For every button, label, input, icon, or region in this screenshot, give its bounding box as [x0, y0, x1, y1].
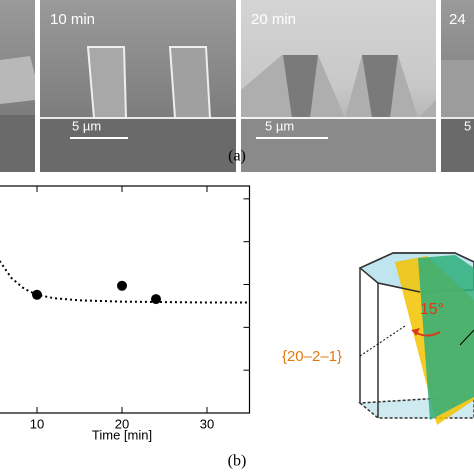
x-tick-label: 30 — [200, 416, 214, 431]
data-point — [32, 289, 42, 300]
x-axis-label: Time [min] — [92, 427, 152, 442]
crystal-diagram — [358, 252, 474, 425]
data-point — [151, 294, 161, 305]
panel-time: 10 min — [50, 11, 95, 28]
sem-panel — [0, 0, 35, 172]
plane-label: {20–2–1} — [282, 348, 342, 365]
scale-label: 5 µm — [265, 118, 294, 133]
sem-panel — [40, 0, 236, 172]
fit-curve — [0, 260, 250, 304]
angle-label: 15° — [420, 301, 444, 318]
sem-panel — [441, 0, 474, 172]
x-tick-label: 10 — [30, 416, 44, 431]
panel-time: 24 — [449, 11, 466, 28]
plot-frame — [0, 185, 251, 414]
scatter-plot: 10 20 30 — [0, 185, 251, 431]
sem-panel — [241, 0, 436, 172]
figure-label: (b) — [228, 453, 247, 470]
figure-label: (a) — [228, 148, 246, 165]
x-tick-label: 20 — [115, 416, 129, 431]
panel-time: 20 min — [251, 11, 296, 28]
scale-label: 5 µm — [72, 118, 101, 133]
scale-label: 5 — [464, 118, 471, 133]
data-point — [117, 280, 127, 291]
